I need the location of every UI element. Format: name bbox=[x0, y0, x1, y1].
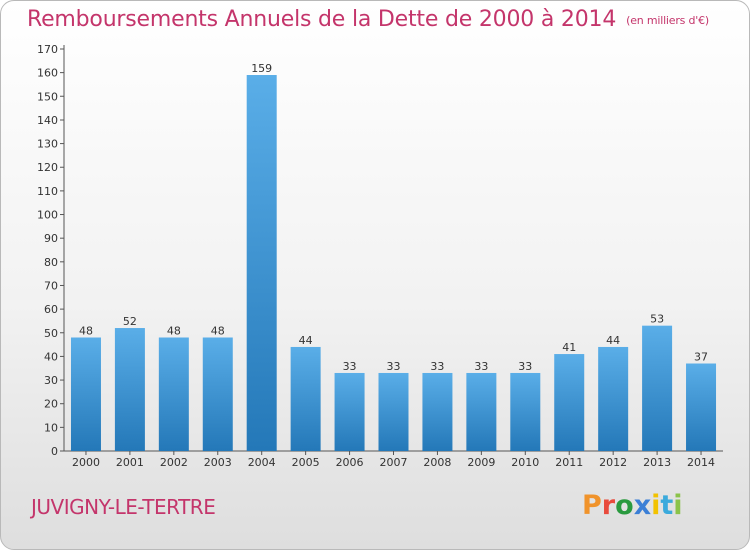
logo-letter: r bbox=[601, 490, 616, 521]
bar bbox=[158, 337, 189, 451]
bar bbox=[246, 75, 277, 451]
bar bbox=[114, 328, 145, 451]
bar-value-label: 37 bbox=[694, 351, 708, 364]
bar-value-label: 33 bbox=[387, 360, 401, 373]
x-axis-labels: 2000 2001 2002 2003 2004 2005 2006 2007 2008 2009… bbox=[72, 456, 715, 469]
commune-name: JUVIGNY-LE-TERTRE bbox=[31, 495, 216, 519]
bar bbox=[202, 337, 233, 451]
bar-value-label: 52 bbox=[123, 315, 137, 328]
x-tick-label: 2006 bbox=[336, 456, 364, 469]
y-tick-label: 120 bbox=[37, 161, 58, 174]
y-tick-label: 40 bbox=[44, 350, 58, 363]
x-tick-label: 2000 bbox=[72, 456, 100, 469]
y-tick-label: 100 bbox=[37, 209, 58, 222]
bar-value-label: 53 bbox=[650, 313, 664, 326]
chart-title: Remboursements Annuels de la Dette de 20… bbox=[27, 7, 709, 32]
bar bbox=[334, 372, 365, 451]
bar-value-label: 44 bbox=[606, 334, 620, 347]
y-tick-label: 70 bbox=[44, 279, 58, 292]
bar-value-label: 48 bbox=[167, 324, 181, 337]
x-tick-label: 2012 bbox=[599, 456, 627, 469]
x-tick-label: 2001 bbox=[116, 456, 144, 469]
bar-value-label: 33 bbox=[430, 360, 444, 373]
y-tick-label: 30 bbox=[44, 374, 58, 387]
bar-value-label: 33 bbox=[474, 360, 488, 373]
x-tick-label: 2014 bbox=[687, 456, 715, 469]
x-tick-label: 2005 bbox=[292, 456, 320, 469]
y-axis-labels: 0 10 20 30 40 50 60 70 80 90 100 110 120 130 140 150 160… bbox=[37, 43, 58, 458]
y-tick-label: 60 bbox=[44, 303, 58, 316]
bar bbox=[510, 372, 541, 451]
proxiti-logo: Proxiti bbox=[582, 490, 683, 521]
x-tick-label: 2009 bbox=[467, 456, 495, 469]
chart-title-text: Remboursements Annuels de la Dette de 20… bbox=[27, 7, 617, 32]
logo-letter: P bbox=[582, 490, 602, 521]
bar-value-label: 41 bbox=[562, 341, 576, 354]
logo-letter: i bbox=[673, 490, 683, 521]
bar bbox=[598, 346, 629, 451]
chart-bars: 48 52 48 48 159 44 33 33 33 33 33 41 44 53 37 bbox=[70, 62, 717, 451]
x-tick-label: 2013 bbox=[643, 456, 671, 469]
bar bbox=[686, 363, 717, 451]
y-tick-label: 90 bbox=[44, 232, 58, 245]
bar-value-label: 33 bbox=[343, 360, 357, 373]
logo-letter: t bbox=[660, 490, 674, 521]
y-tick-label: 150 bbox=[37, 90, 58, 103]
y-tick-label: 20 bbox=[44, 398, 58, 411]
bar bbox=[70, 337, 101, 451]
x-tick-label: 2007 bbox=[380, 456, 408, 469]
bar-value-label: 48 bbox=[79, 324, 93, 337]
bar-value-label: 48 bbox=[211, 324, 225, 337]
y-tick-label: 50 bbox=[44, 327, 58, 340]
x-tick-label: 2011 bbox=[555, 456, 583, 469]
y-tick-label: 80 bbox=[44, 256, 58, 269]
logo-letter: i bbox=[651, 490, 661, 521]
chart-unit: (en milliers d'€) bbox=[626, 13, 710, 27]
y-tick-label: 10 bbox=[44, 421, 58, 434]
y-tick-label: 170 bbox=[37, 43, 58, 56]
y-tick-label: 110 bbox=[37, 185, 58, 198]
bar bbox=[554, 354, 585, 451]
bar bbox=[378, 372, 409, 451]
bar bbox=[422, 372, 453, 451]
bar bbox=[642, 325, 673, 451]
bar bbox=[290, 346, 321, 451]
y-tick-label: 160 bbox=[37, 67, 58, 80]
x-tick-label: 2003 bbox=[204, 456, 232, 469]
bar-value-label: 33 bbox=[518, 360, 532, 373]
bar-value-label: 159 bbox=[251, 62, 272, 75]
bar bbox=[466, 372, 497, 451]
logo-letter: x bbox=[633, 490, 652, 521]
x-tick-label: 2004 bbox=[248, 456, 276, 469]
bar-value-label: 44 bbox=[299, 334, 313, 347]
x-tick-label: 2002 bbox=[160, 456, 188, 469]
logo-letter: o bbox=[615, 490, 634, 521]
y-tick-label: 130 bbox=[37, 138, 58, 151]
x-tick-label: 2010 bbox=[511, 456, 539, 469]
x-tick-label: 2008 bbox=[423, 456, 451, 469]
y-tick-label: 140 bbox=[37, 114, 58, 127]
y-tick-label: 0 bbox=[51, 445, 58, 458]
